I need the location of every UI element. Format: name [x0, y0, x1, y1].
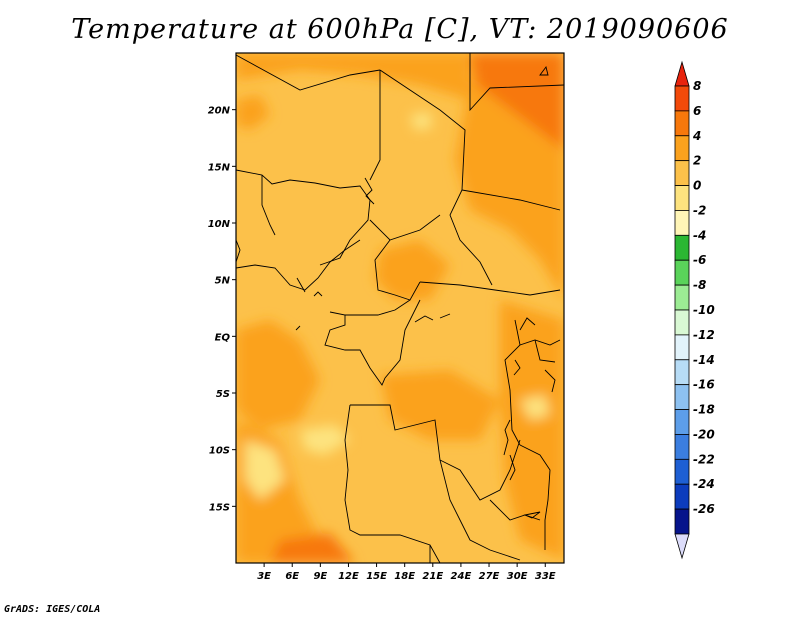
colorbar-label: -26	[693, 502, 715, 516]
colorbar-segment	[674, 409, 690, 435]
colorbar-segment	[674, 359, 690, 386]
lat-label: 10N	[208, 219, 231, 230]
latitude-labels: 20N 15N 10N 5N EQ 5S 10S 15S	[208, 106, 236, 513]
colorbar-bottom-arrow	[674, 533, 690, 560]
colorbar-label: -18	[693, 403, 715, 417]
temperature-field	[236, 53, 564, 563]
lat-label: 10S	[209, 446, 230, 457]
colorbar: 8 6 4 2 0 -2 -4 -6 -8 -10 -12 -14 -16 -18 -20 -22 -24 -26	[674, 60, 715, 560]
lon-label: 24E	[451, 571, 472, 582]
lat-label: 5N	[215, 276, 231, 287]
lon-label: 15E	[366, 571, 387, 582]
lon-label: 27E	[479, 571, 500, 582]
lon-label: 21E	[422, 571, 443, 582]
colorbar-label: -8	[693, 278, 706, 292]
colorbar-segment	[674, 85, 690, 112]
colorbar-label: 6	[693, 104, 701, 118]
map-title: Temperature at 600hPa [C], VT: 201909060…	[71, 14, 729, 45]
colorbar-segment	[674, 160, 690, 186]
colorbar-segment	[674, 259, 690, 286]
colorbar-label: -6	[693, 253, 706, 267]
map-frame	[235, 52, 565, 564]
lon-label: 33E	[535, 571, 556, 582]
colorbar-label: -14	[693, 353, 715, 367]
colorbar-segment	[674, 334, 690, 361]
colorbar-segment	[674, 508, 690, 535]
colorbar-label: -22	[693, 452, 715, 466]
colorbar-label: 0	[693, 179, 701, 193]
colorbar-label: -2	[693, 203, 706, 217]
colorbar-segment	[674, 210, 690, 236]
lat-label: 20N	[208, 106, 231, 117]
colorbar-segment	[674, 185, 690, 211]
colorbar-segment	[674, 309, 690, 336]
colorbar-segment	[674, 234, 690, 261]
lat-label: 5S	[216, 389, 230, 400]
colorbar-segment	[674, 135, 690, 162]
colorbar-segment	[674, 110, 690, 137]
grads-credit: GrADS: IGES/COLA	[4, 604, 101, 615]
colorbar-label: -12	[693, 328, 715, 342]
colorbar-label: -24	[693, 477, 715, 491]
lat-label: 15N	[208, 162, 231, 173]
lon-label: 30E	[507, 571, 528, 582]
lon-label: 12E	[338, 571, 359, 582]
colorbar-top-arrow	[674, 60, 690, 87]
colorbar-segment	[674, 458, 690, 485]
colorbar-label: -4	[693, 228, 706, 242]
lon-label: 6E	[285, 571, 299, 582]
lat-label: EQ	[215, 332, 231, 343]
colorbar-segment	[674, 384, 690, 410]
lon-label: 18E	[394, 571, 415, 582]
colorbar-segment	[674, 434, 690, 460]
lat-label: 15S	[209, 502, 230, 513]
lon-label: 3E	[257, 571, 271, 582]
colorbar-segment	[674, 284, 690, 311]
country-borders	[236, 53, 564, 563]
colorbar-segment	[674, 483, 690, 510]
lon-label: 9E	[313, 571, 327, 582]
colorbar-label: -20	[693, 427, 715, 441]
colorbar-label: 2	[693, 154, 701, 168]
colorbar-label: 8	[693, 79, 701, 93]
longitude-labels: 3E 6E 9E 12E 15E 18E 21E 24E 27E 30E 33E	[257, 563, 556, 582]
colorbar-label: -10	[693, 303, 715, 317]
colorbar-label: -16	[693, 378, 715, 392]
colorbar-label: 4	[692, 129, 701, 143]
